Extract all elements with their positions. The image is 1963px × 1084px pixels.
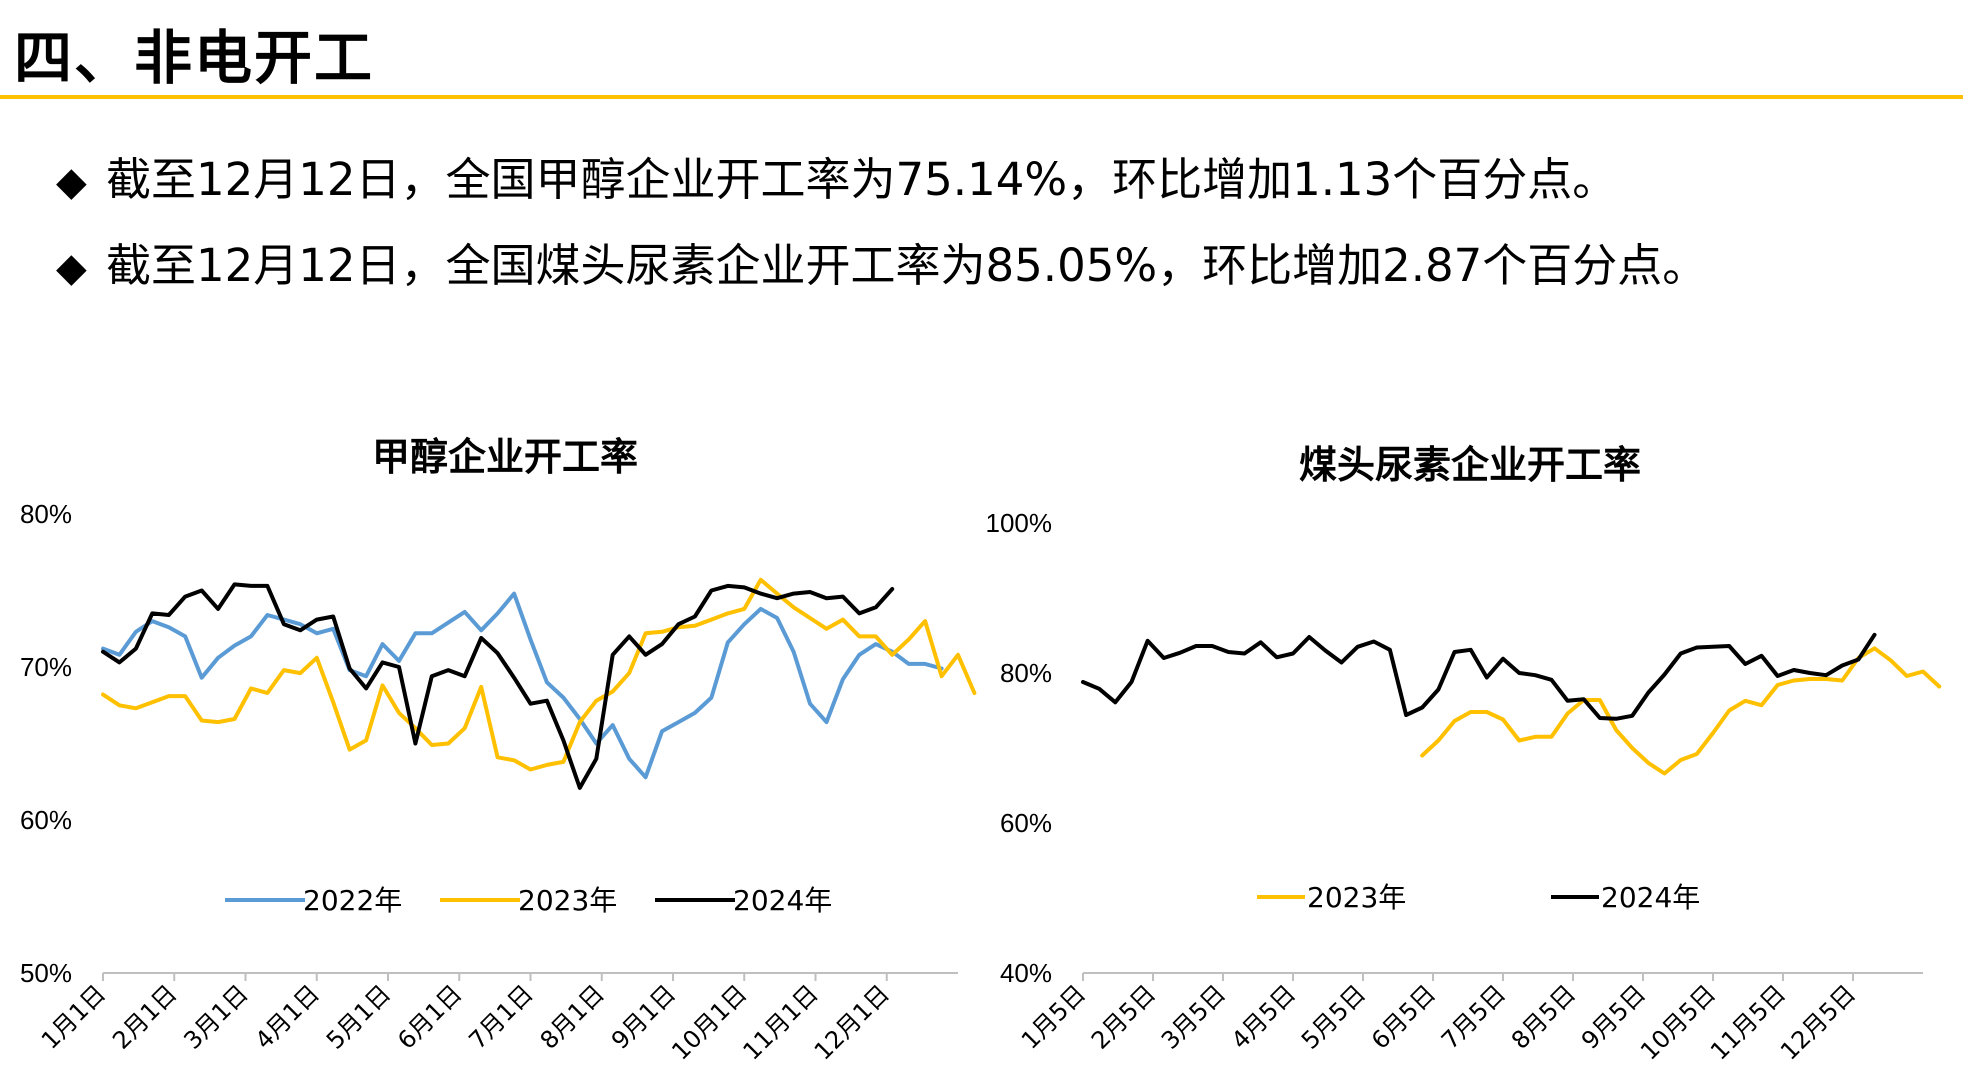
- series-line-2024: [101, 582, 895, 790]
- x-tick-label: 7月1日: [463, 979, 538, 1054]
- x-tick-label: 1月5日: [1016, 979, 1091, 1054]
- x-tick-label: 11月1日: [738, 979, 824, 1065]
- title-underline: [0, 95, 1963, 99]
- x-tick-label: 7月5日: [1436, 979, 1511, 1054]
- bullet-text: 截至12月12日，全国甲醇企业开工率为75.14%，环比增加1.13个百分点。: [106, 153, 1618, 206]
- legend-label: 2023年: [518, 884, 617, 917]
- series-line-2023: [101, 577, 977, 772]
- series-line-2022: [101, 591, 944, 780]
- x-tick-label: 1月1日: [36, 979, 111, 1054]
- series-line-2023: [1420, 646, 1942, 776]
- y-tick-label: 60%: [20, 805, 72, 835]
- x-tick-label: 4月5日: [1226, 979, 1301, 1054]
- legend-label: 2024年: [733, 884, 832, 917]
- x-tick-label: 3月5日: [1156, 979, 1231, 1054]
- bullet-text: 截至12月12日，全国煤头尿素企业开工率为85.05%，环比增加2.87个百分点…: [106, 239, 1708, 292]
- y-tick-label: 80%: [1000, 658, 1052, 688]
- y-tick-label: 60%: [1000, 808, 1052, 838]
- x-tick-label: 2月1日: [107, 979, 182, 1054]
- methanol-chart: 甲醇企业开工率 50% 60% 70% 80% 1月1日2月1日3月1日4月1日5月1日6…: [20, 435, 977, 1066]
- chart-title: 煤头尿素企业开工率: [1299, 443, 1641, 487]
- y-tick-label: 40%: [1000, 958, 1052, 988]
- x-tick-label: 12月5日: [1775, 979, 1861, 1065]
- x-tick-label: 5月5日: [1296, 979, 1371, 1054]
- y-tick-label: 100%: [986, 508, 1053, 538]
- y-tick-label: 80%: [20, 499, 72, 529]
- bullet-urea: ◆ 截至12月12日，全国煤头尿素企业开工率为85.05%，环比增加2.87个百分…: [56, 236, 1707, 298]
- x-tick-label: 11月5日: [1705, 979, 1791, 1065]
- legend-label: 2024年: [1601, 881, 1700, 914]
- x-tick-label: 5月1日: [321, 979, 396, 1054]
- diamond-bullet-icon: ◆: [56, 159, 87, 205]
- x-tick-label: 4月1日: [250, 979, 325, 1054]
- legend-label: 2023年: [1307, 881, 1406, 914]
- series-line-2024: [1081, 632, 1877, 721]
- x-tick-label: 3月1日: [178, 979, 253, 1054]
- page-title: 四、非电开工: [14, 24, 375, 92]
- chart-title: 甲醇企业开工率: [372, 435, 638, 479]
- urea-chart: 煤头尿素企业开工率 40% 60% 80% 100% 1月5日2月5日3月5日4月5日5月…: [986, 443, 1942, 1066]
- x-tick-label: 10月5日: [1635, 979, 1721, 1065]
- bullet-methanol: ◆ 截至12月12日，全国甲醇企业开工率为75.14%，环比增加1.13个百分点。: [56, 150, 1617, 212]
- x-tick-label: 2月5日: [1086, 979, 1161, 1054]
- x-tick-label: 10月1日: [666, 979, 752, 1065]
- x-tick-label: 6月5日: [1366, 979, 1441, 1054]
- x-tick-label: 6月1日: [392, 979, 467, 1054]
- x-tick-label: 12月1日: [809, 979, 895, 1065]
- diamond-bullet-icon: ◆: [56, 245, 87, 291]
- y-tick-label: 70%: [20, 652, 72, 682]
- legend-label: 2022年: [303, 884, 402, 917]
- x-tick-label: 8月1日: [535, 979, 610, 1054]
- y-tick-label: 50%: [20, 958, 72, 988]
- x-tick-label: 8月5日: [1506, 979, 1581, 1054]
